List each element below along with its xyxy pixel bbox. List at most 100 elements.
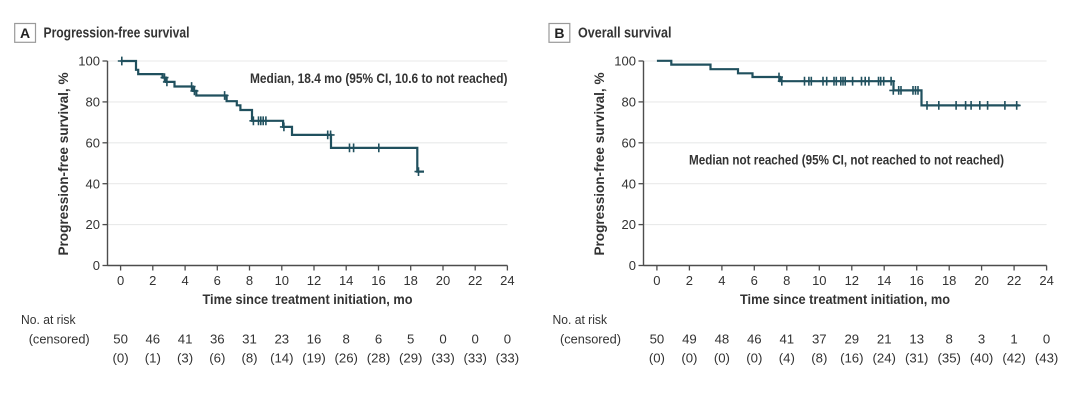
svg-text:1: 1 [1010,332,1017,347]
svg-text:10: 10 [275,273,289,288]
svg-text:20: 20 [974,273,988,288]
svg-text:41: 41 [779,332,794,347]
svg-text:0: 0 [653,273,660,288]
svg-text:20: 20 [436,273,450,288]
svg-text:60: 60 [622,135,636,150]
svg-text:6: 6 [214,273,221,288]
svg-text:22: 22 [1007,273,1021,288]
svg-text:2: 2 [686,273,693,288]
svg-text:6: 6 [751,273,758,288]
svg-text:A: A [20,25,30,41]
svg-text:(6): (6) [209,351,225,366]
svg-text:Overall survival: Overall survival [578,26,672,42]
svg-text:(14): (14) [270,351,293,366]
svg-text:8: 8 [246,273,253,288]
svg-text:80: 80 [86,95,100,110]
svg-text:46: 46 [145,332,160,347]
svg-text:Progression-free survival, %: Progression-free survival, % [56,73,71,256]
svg-text:50: 50 [650,332,665,347]
svg-text:B: B [554,25,564,41]
svg-text:(8): (8) [811,351,827,366]
svg-text:(31): (31) [905,351,928,366]
svg-text:(1): (1) [145,351,161,366]
svg-text:0: 0 [117,273,124,288]
svg-text:22: 22 [468,273,482,288]
svg-text:60: 60 [86,135,100,150]
svg-text:8: 8 [343,332,350,347]
svg-text:(43): (43) [1035,351,1058,366]
svg-text:100: 100 [78,54,100,69]
svg-text:0: 0 [629,258,636,273]
svg-text:20: 20 [622,217,636,232]
svg-text:5: 5 [407,332,414,347]
svg-text:48: 48 [715,332,730,347]
svg-text:(24): (24) [872,351,895,366]
svg-text:(0): (0) [649,351,665,366]
svg-text:50: 50 [113,332,128,347]
svg-text:80: 80 [622,95,636,110]
svg-text:14: 14 [339,273,353,288]
svg-text:40: 40 [86,176,100,191]
svg-text:29: 29 [844,332,859,347]
svg-text:(40): (40) [970,351,993,366]
svg-text:4: 4 [718,273,725,288]
svg-text:21: 21 [877,332,892,347]
svg-text:49: 49 [682,332,697,347]
svg-text:(33): (33) [431,351,454,366]
svg-text:(33): (33) [463,351,486,366]
svg-text:(4): (4) [779,351,795,366]
svg-text:(35): (35) [937,351,960,366]
svg-text:2: 2 [149,273,156,288]
svg-text:Median, 18.4 mo (95% CI, 10.6: Median, 18.4 mo (95% CI, 10.6 to not rea… [250,71,508,86]
svg-text:20: 20 [86,217,100,232]
svg-text:8: 8 [783,273,790,288]
svg-text:0: 0 [93,258,100,273]
svg-text:Time since treatment initiatio: Time since treatment initiation, mo [740,292,950,307]
svg-text:(33): (33) [496,351,519,366]
svg-text:(19): (19) [302,351,325,366]
svg-text:18: 18 [403,273,417,288]
svg-text:0: 0 [472,332,479,347]
svg-text:10: 10 [812,273,826,288]
svg-text:18: 18 [942,273,956,288]
svg-text:37: 37 [812,332,827,347]
svg-text:31: 31 [242,332,257,347]
svg-text:0: 0 [439,332,446,347]
svg-text:(censored): (censored) [29,332,90,347]
svg-text:4: 4 [181,273,188,288]
svg-text:(8): (8) [241,351,257,366]
svg-text:6: 6 [375,332,382,347]
svg-text:Median not reached (95% CI, no: Median not reached (95% CI, not reached … [689,153,1004,168]
svg-text:24: 24 [1039,273,1053,288]
svg-text:Progression-free survival, %: Progression-free survival, % [592,73,607,256]
svg-text:(29): (29) [399,351,422,366]
svg-text:(0): (0) [681,351,697,366]
svg-text:(censored): (censored) [560,332,621,347]
svg-text:23: 23 [274,332,289,347]
svg-text:40: 40 [622,176,636,191]
svg-text:14: 14 [877,273,891,288]
svg-text:No. at risk: No. at risk [553,312,608,327]
svg-text:0: 0 [504,332,511,347]
svg-text:No. at risk: No. at risk [21,312,76,327]
svg-text:12: 12 [307,273,321,288]
svg-text:(26): (26) [334,351,357,366]
svg-text:(0): (0) [714,351,730,366]
svg-text:(16): (16) [840,351,863,366]
svg-text:Time since treatment initiatio: Time since treatment initiation, mo [203,292,413,307]
svg-text:41: 41 [178,332,193,347]
svg-text:(42): (42) [1002,351,1025,366]
svg-text:(3): (3) [177,351,193,366]
svg-text:36: 36 [210,332,225,347]
svg-text:16: 16 [371,273,385,288]
svg-text:3: 3 [978,332,985,347]
svg-text:13: 13 [909,332,924,347]
svg-text:12: 12 [845,273,859,288]
svg-text:Progression-free survival: Progression-free survival [44,26,190,42]
svg-text:(0): (0) [746,351,762,366]
svg-text:8: 8 [946,332,953,347]
svg-text:0: 0 [1043,332,1050,347]
svg-text:(0): (0) [113,351,129,366]
svg-text:16: 16 [307,332,322,347]
svg-text:24: 24 [500,273,514,288]
